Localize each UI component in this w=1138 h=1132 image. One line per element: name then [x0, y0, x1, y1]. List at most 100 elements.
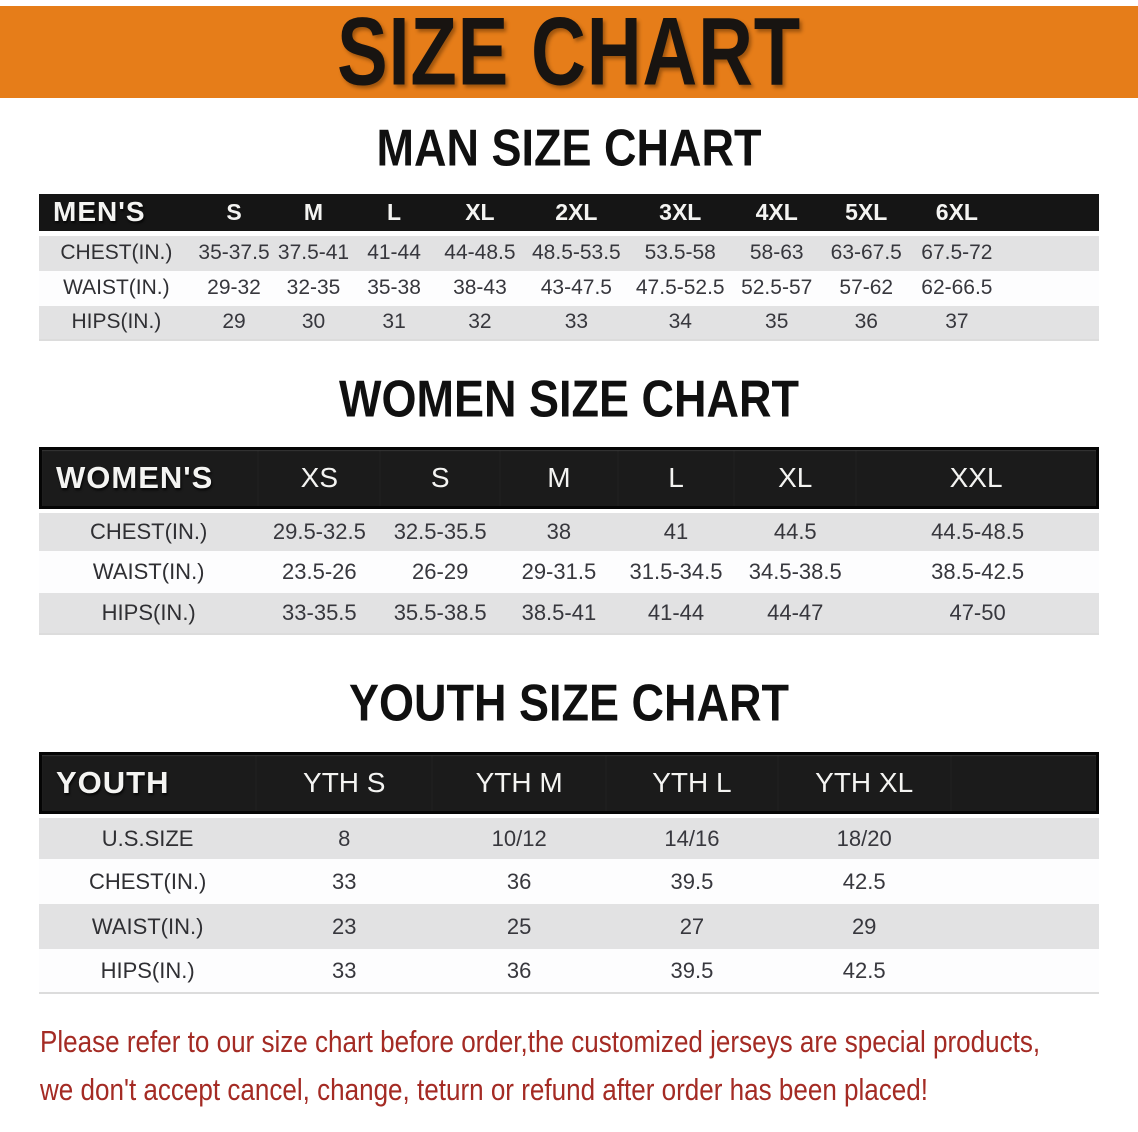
size-column-header: YTH L — [606, 752, 778, 815]
size-value: 67.5-72 — [911, 235, 1003, 271]
row-label: CHEST(IN.) — [39, 508, 259, 551]
women-size-chart-heading-text: WOMEN SIZE CHART — [339, 368, 799, 428]
row-spacer-cell — [950, 859, 1099, 905]
size-value: 33 — [256, 859, 433, 905]
header-spacer-cell — [1002, 193, 1099, 236]
size-value: 36 — [432, 859, 607, 905]
size-value: 31 — [352, 305, 436, 341]
size-value: 27 — [606, 904, 778, 950]
measurement-row: U.S.SIZE 8 10/12 14/16 18/20 — [39, 814, 1099, 860]
size-value: 44-47 — [734, 592, 857, 635]
youth-size-chart-heading: YOUTH SIZE CHART — [0, 673, 1138, 732]
size-value: 29.5-32.5 — [258, 508, 381, 551]
size-header-row: YOUTH YTH S YTH M YTH L YTH XL — [39, 752, 1099, 815]
row-label: WAIST(IN.) — [39, 550, 259, 593]
size-column-header: 4XL — [732, 193, 822, 236]
size-value: 8 — [256, 814, 433, 860]
size-column-header: YTH S — [256, 752, 433, 815]
size-value: 32.5-35.5 — [380, 508, 501, 551]
size-value: 57-62 — [821, 270, 912, 306]
measurement-row: WAIST(IN.) 23.5-26 26-29 29-31.5 31.5-34.5 34… — [39, 550, 1099, 593]
size-column-header: XL — [435, 193, 525, 236]
size-value: 39.5 — [606, 859, 778, 905]
measurement-row: CHEST(IN.) 35-37.5 37.5-41 41-44 44-48.5 48.5… — [39, 235, 1099, 271]
row-label: HIPS(IN.) — [39, 949, 257, 995]
size-value: 41-44 — [352, 235, 436, 271]
row-label: HIPS(IN.) — [39, 592, 259, 635]
size-value: 33 — [256, 949, 433, 995]
row-spacer-cell — [950, 814, 1099, 860]
size-column-header: M — [500, 446, 618, 509]
measurement-row: HIPS(IN.) 33-35.5 35.5-38.5 38.5-41 41-44 44-… — [39, 592, 1099, 635]
row-label: U.S.SIZE — [39, 814, 257, 860]
size-value: 23.5-26 — [258, 550, 381, 593]
size-column-header: XL — [734, 446, 857, 509]
size-value: 37.5-41 — [274, 235, 353, 271]
size-value: 35.5-38.5 — [380, 592, 501, 635]
size-value: 38 — [500, 508, 618, 551]
row-spacer-cell — [1002, 235, 1099, 271]
size-value: 29-31.5 — [500, 550, 618, 593]
row-spacer-cell — [1002, 305, 1099, 341]
size-value: 23 — [256, 904, 433, 950]
table-corner-label: YOUTH — [39, 752, 257, 815]
size-column-header: L — [352, 193, 436, 236]
size-value: 10/12 — [432, 814, 607, 860]
size-value: 53.5-58 — [628, 235, 733, 271]
size-column-header: L — [617, 446, 735, 509]
footer-note-line-2-text: we don't accept cancel, change, teturn o… — [40, 1072, 929, 1108]
youth-size-table: YOUTH YTH S YTH M YTH L YTH XL U.S.SIZE 8 10/12… — [39, 752, 1099, 995]
size-value: 29-32 — [193, 270, 275, 306]
size-value: 34.5-38.5 — [734, 550, 857, 593]
size-value: 42.5 — [777, 859, 951, 905]
size-column-header: 3XL — [628, 193, 733, 236]
size-header-row: WOMEN'S XS S M L XL XXL — [39, 446, 1099, 509]
row-label: CHEST(IN.) — [39, 859, 257, 905]
table-corner-label: WOMEN'S — [39, 446, 259, 509]
size-value: 38.5-41 — [500, 592, 618, 635]
footer-note-line-1-text: Please refer to our size chart before or… — [40, 1024, 1041, 1060]
measurement-row: HIPS(IN.) 29 30 31 32 33 34 35 36 37 — [39, 305, 1099, 341]
size-value: 29 — [777, 904, 951, 950]
banner-title: SIZE CHART — [337, 0, 801, 106]
size-value: 29 — [193, 305, 275, 341]
size-value: 31.5-34.5 — [617, 550, 735, 593]
women-size-table: WOMEN'S XS S M L XL XXL CHEST(IN.) 29.5-32.5 32.5… — [39, 446, 1099, 635]
size-value: 39.5 — [606, 949, 778, 995]
row-label: HIPS(IN.) — [39, 305, 194, 341]
size-column-header: XS — [258, 446, 381, 509]
row-spacer-cell — [950, 949, 1099, 995]
size-value: 33 — [524, 305, 629, 341]
size-value: 58-63 — [732, 235, 822, 271]
size-value: 38.5-42.5 — [856, 550, 1099, 593]
man-size-chart-heading-text: MAN SIZE CHART — [376, 118, 762, 177]
size-value: 33-35.5 — [258, 592, 381, 635]
size-column-header: M — [274, 193, 353, 236]
row-label: WAIST(IN.) — [39, 270, 194, 306]
measurement-row: WAIST(IN.) 29-32 32-35 35-38 38-43 43-47.5 47.… — [39, 270, 1099, 306]
row-label: CHEST(IN.) — [39, 235, 194, 271]
size-value: 35-38 — [352, 270, 436, 306]
size-column-header: YTH M — [432, 752, 607, 815]
banner: SIZE CHART — [0, 0, 1138, 106]
size-value: 26-29 — [380, 550, 501, 593]
row-label: WAIST(IN.) — [39, 904, 257, 950]
size-value: 34 — [628, 305, 733, 341]
size-value: 44.5-48.5 — [856, 508, 1099, 551]
size-value: 41-44 — [617, 592, 735, 635]
size-value: 43-47.5 — [524, 270, 629, 306]
table-corner-label: MEN'S — [39, 193, 194, 236]
size-value: 48.5-53.5 — [524, 235, 629, 271]
size-value: 44.5 — [734, 508, 857, 551]
man-size-chart-heading: MAN SIZE CHART — [0, 118, 1138, 177]
size-value: 47-50 — [856, 592, 1099, 635]
footer-note-line-2: we don't accept cancel, change, teturn o… — [40, 1066, 1138, 1114]
size-value: 18/20 — [777, 814, 951, 860]
size-column-header: S — [193, 193, 275, 236]
size-value: 42.5 — [777, 949, 951, 995]
men-size-table: MEN'S S M L XL 2XL 3XL 4XL 5XL 6XL CHEST(IN.) 35-37… — [39, 193, 1099, 341]
size-value: 35 — [732, 305, 822, 341]
size-value: 32-35 — [274, 270, 353, 306]
size-value: 14/16 — [606, 814, 778, 860]
